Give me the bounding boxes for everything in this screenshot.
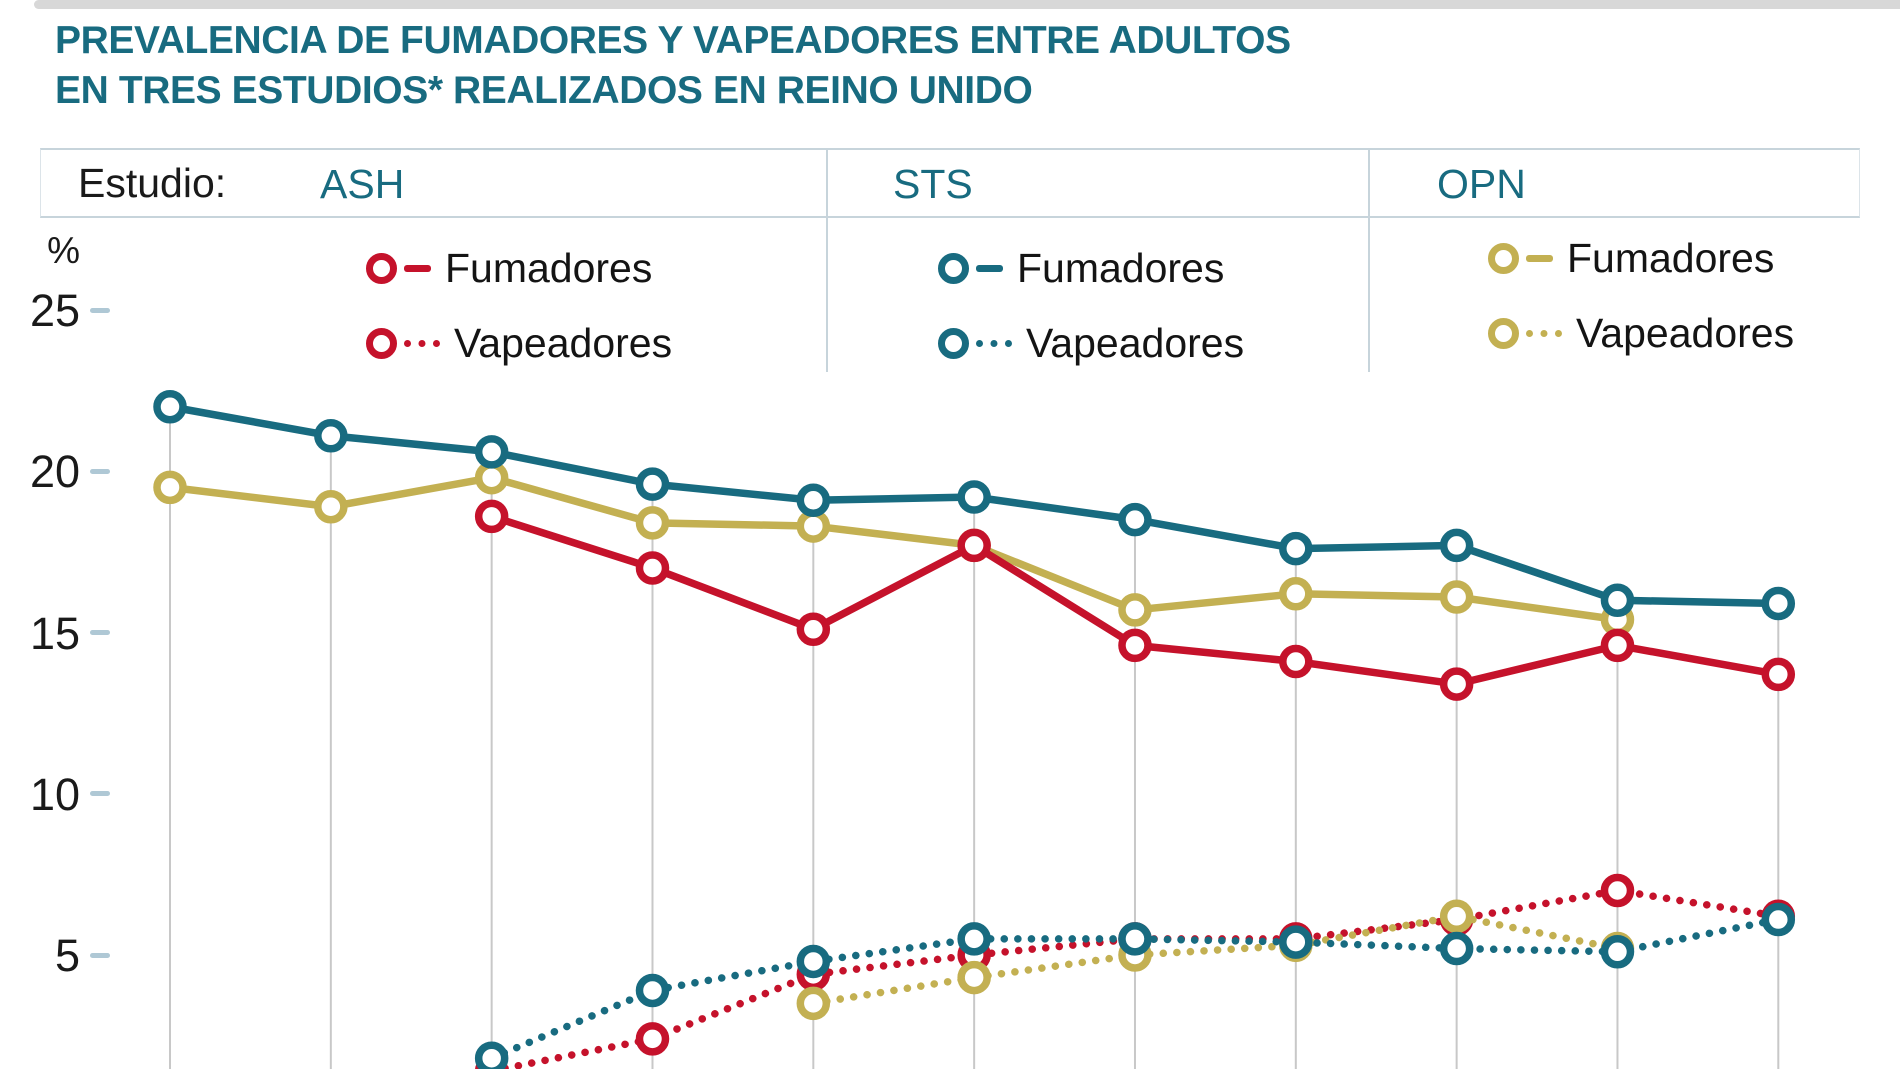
data-point-opn-vapeadores — [796, 986, 831, 1021]
line-marker-icon — [1488, 243, 1519, 274]
data-point-ash-vapeadores — [1600, 873, 1635, 908]
data-point-sts-fumadores — [1118, 502, 1152, 537]
solid-line-icon — [404, 265, 431, 272]
data-point-sts-fumadores — [1600, 583, 1635, 617]
data-point-ash-fumadores — [1761, 657, 1796, 692]
data-point-opn-vapeadores — [1439, 899, 1474, 934]
data-point-ash-fumadores — [635, 551, 670, 585]
data-point-opn-vapeadores — [957, 960, 991, 995]
legend-study-row — [40, 148, 1860, 218]
y-tick-label: 15 — [29, 607, 80, 659]
dotted-line-icon — [404, 340, 440, 347]
solid-line-icon — [1526, 255, 1553, 262]
data-point-opn-fumadores — [153, 470, 187, 505]
legend-entry-label: Vapeadores — [1576, 310, 1795, 356]
dotted-line-icon — [1526, 330, 1562, 337]
legend-entry-ash-vapeadores: Vapeadores — [366, 320, 672, 367]
data-point-sts-vapeadores — [635, 973, 670, 1008]
legend-entry-opn-vapeadores: Vapeadores — [1488, 310, 1794, 357]
data-point-sts-fumadores — [957, 480, 991, 514]
legend-entry-ash-fumadores: Fumadores — [366, 245, 652, 292]
data-point-ash-fumadores — [957, 528, 991, 563]
legend-entry-label: Fumadores — [445, 245, 653, 291]
data-point-sts-vapeadores — [796, 944, 831, 979]
data-point-sts-fumadores — [635, 467, 670, 501]
data-point-opn-fumadores — [1279, 577, 1313, 611]
data-point-sts-vapeadores — [1600, 935, 1635, 969]
legend-column-divider — [1368, 148, 1370, 372]
study-label-ash: ASH — [320, 161, 405, 207]
line-marker-icon — [938, 328, 969, 359]
series-line-opn-fumadores — [169, 473, 1618, 624]
data-point-sts-fumadores — [474, 435, 509, 469]
legend-entry-label: Vapeadores — [1026, 320, 1245, 366]
data-point-ash-fumadores — [1600, 628, 1635, 663]
data-point-ash-fumadores — [796, 612, 831, 647]
page-title: PREVALENCIA DE FUMADORES Y VAPEADORES EN… — [55, 16, 1291, 116]
top-edge-strip — [34, 0, 1900, 9]
y-tick-dash — [90, 791, 110, 797]
y-tick-label: 20 — [29, 446, 80, 498]
line-marker-icon — [366, 328, 397, 359]
series-line-opn-vapeadores — [809, 912, 1622, 1008]
data-point-opn-fumadores — [314, 489, 348, 524]
data-point-sts-fumadores — [314, 419, 348, 453]
y-tick-label: 10 — [29, 768, 80, 820]
data-point-sts-vapeadores — [1279, 925, 1313, 959]
y-tick-dash — [90, 952, 110, 958]
data-point-ash-fumadores — [474, 499, 509, 534]
study-label-opn: OPN — [1437, 161, 1526, 207]
data-point-sts-fumadores — [1279, 531, 1313, 566]
data-point-sts-vapeadores — [474, 1041, 509, 1069]
data-point-sts-fumadores — [796, 483, 831, 518]
study-label-sts: STS — [893, 161, 973, 207]
legend-entry-sts-vapeadores: Vapeadores — [938, 320, 1244, 367]
data-point-sts-vapeadores — [957, 922, 991, 956]
legend-column-divider — [826, 148, 828, 372]
y-tick-dash — [90, 307, 110, 313]
data-point-ash-vapeadores — [635, 1022, 670, 1056]
data-point-sts-vapeadores — [1118, 922, 1152, 956]
legend-estudio-label: Estudio: — [78, 160, 227, 206]
y-tick-dash — [90, 468, 110, 474]
data-point-opn-fumadores — [1439, 580, 1474, 614]
y-axis-unit-label: % — [47, 230, 80, 271]
legend-entry-label: Fumadores — [1017, 245, 1225, 291]
title-line-2: EN TRES ESTUDIOS* REALIZADOS EN REINO UN… — [55, 69, 1033, 112]
legend-entry-label: Vapeadores — [454, 320, 673, 366]
data-point-sts-vapeadores — [1761, 902, 1796, 937]
solid-line-icon — [976, 265, 1003, 272]
data-point-ash-fumadores — [1279, 644, 1313, 679]
legend-entry-opn-fumadores: Fumadores — [1488, 235, 1774, 282]
line-marker-icon — [366, 253, 397, 284]
series-line-sts-vapeadores — [487, 915, 1783, 1062]
line-marker-icon — [1488, 318, 1519, 349]
title-line-1: PREVALENCIA DE FUMADORES Y VAPEADORES EN… — [55, 19, 1291, 62]
data-point-ash-fumadores — [1439, 667, 1474, 701]
data-point-ash-fumadores — [1118, 628, 1152, 663]
data-point-sts-vapeadores — [1439, 931, 1474, 966]
line-marker-icon — [938, 253, 969, 284]
data-point-opn-fumadores — [1118, 593, 1152, 627]
data-point-opn-fumadores — [635, 506, 670, 540]
data-point-sts-fumadores — [1761, 586, 1796, 621]
legend-entry-label: Fumadores — [1567, 235, 1775, 281]
legend-entry-sts-fumadores: Fumadores — [938, 245, 1224, 292]
y-tick-dash — [90, 630, 110, 635]
y-tick-label: 5 — [54, 930, 80, 981]
data-point-sts-fumadores — [1439, 528, 1474, 563]
y-tick-label: 25 — [29, 285, 80, 336]
data-point-sts-fumadores — [153, 390, 187, 424]
dotted-line-icon — [976, 340, 1012, 347]
